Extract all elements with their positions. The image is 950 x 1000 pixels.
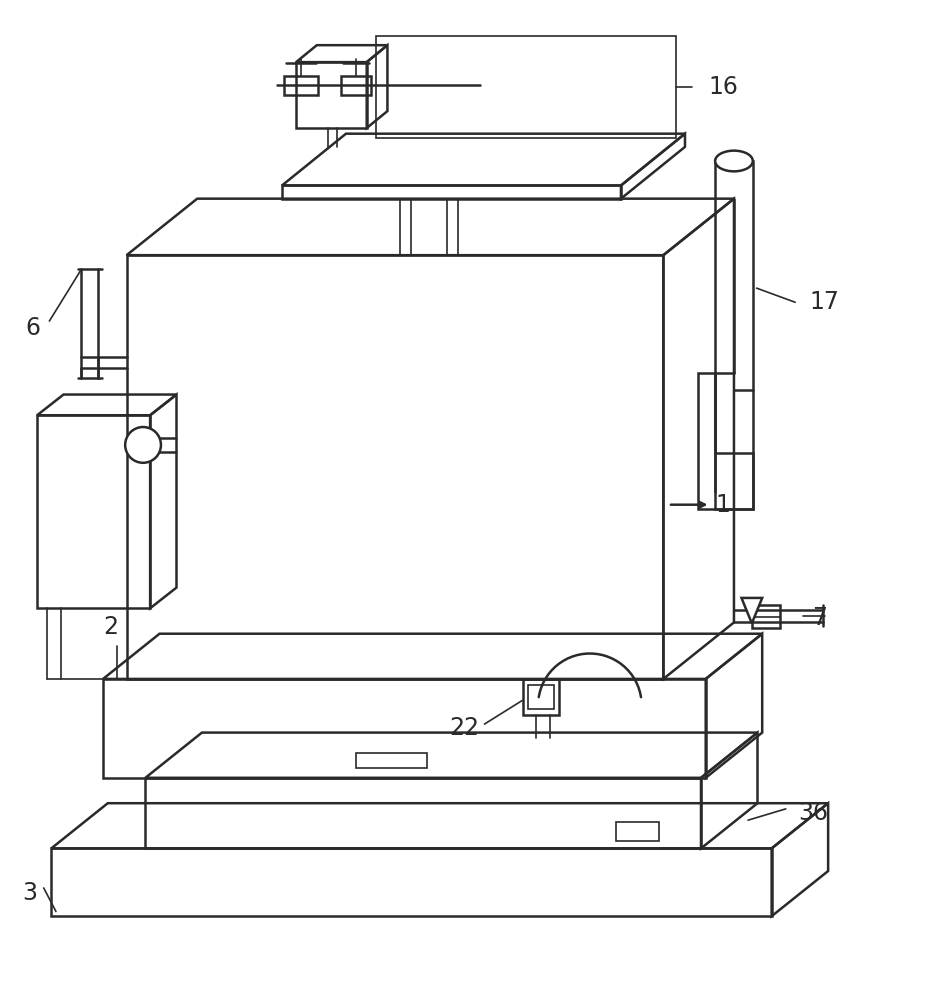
Bar <box>341 76 371 95</box>
Text: 36: 36 <box>798 801 828 825</box>
Bar <box>145 778 701 848</box>
Text: 22: 22 <box>449 716 480 740</box>
Bar <box>528 685 554 709</box>
Circle shape <box>125 427 161 463</box>
Bar <box>715 161 752 509</box>
Text: 2: 2 <box>103 615 118 639</box>
Text: 16: 16 <box>709 75 738 99</box>
Text: 17: 17 <box>809 290 839 314</box>
Text: 1: 1 <box>715 493 730 517</box>
Bar <box>751 605 780 628</box>
Bar <box>103 679 706 778</box>
Bar <box>376 36 675 138</box>
Text: 6: 6 <box>25 316 40 340</box>
Bar <box>523 679 559 715</box>
Text: 7: 7 <box>812 606 827 630</box>
Bar <box>617 822 658 841</box>
Bar <box>400 199 411 255</box>
Bar <box>296 62 367 128</box>
Bar <box>51 848 771 916</box>
Bar <box>282 185 621 199</box>
Ellipse shape <box>715 151 752 171</box>
Bar <box>126 255 663 679</box>
Bar <box>356 753 427 768</box>
Bar <box>284 76 317 95</box>
Bar <box>446 199 458 255</box>
Polygon shape <box>742 598 762 623</box>
Text: 3: 3 <box>22 881 37 905</box>
Bar <box>37 415 150 608</box>
